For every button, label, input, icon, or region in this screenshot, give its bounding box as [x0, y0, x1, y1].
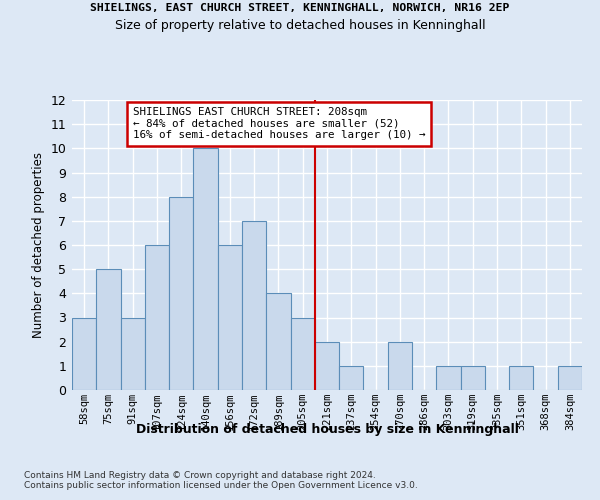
Bar: [242, 221, 266, 390]
Bar: [72, 318, 96, 390]
Text: Size of property relative to detached houses in Kenninghall: Size of property relative to detached ho…: [115, 18, 485, 32]
Bar: [315, 342, 339, 390]
Bar: [121, 318, 145, 390]
Bar: [96, 269, 121, 390]
Y-axis label: Number of detached properties: Number of detached properties: [32, 152, 45, 338]
Bar: [145, 245, 169, 390]
Bar: [266, 294, 290, 390]
Bar: [461, 366, 485, 390]
Bar: [218, 245, 242, 390]
Bar: [388, 342, 412, 390]
Text: Contains HM Land Registry data © Crown copyright and database right 2024.
Contai: Contains HM Land Registry data © Crown c…: [24, 470, 418, 490]
Bar: [339, 366, 364, 390]
Bar: [436, 366, 461, 390]
Bar: [193, 148, 218, 390]
Text: SHIELINGS EAST CHURCH STREET: 208sqm
← 84% of detached houses are smaller (52)
1: SHIELINGS EAST CHURCH STREET: 208sqm ← 8…: [133, 108, 425, 140]
Bar: [558, 366, 582, 390]
Text: Distribution of detached houses by size in Kenninghall: Distribution of detached houses by size …: [136, 422, 518, 436]
Text: SHIELINGS, EAST CHURCH STREET, KENNINGHALL, NORWICH, NR16 2EP: SHIELINGS, EAST CHURCH STREET, KENNINGHA…: [91, 2, 509, 12]
Bar: [169, 196, 193, 390]
Bar: [509, 366, 533, 390]
Bar: [290, 318, 315, 390]
